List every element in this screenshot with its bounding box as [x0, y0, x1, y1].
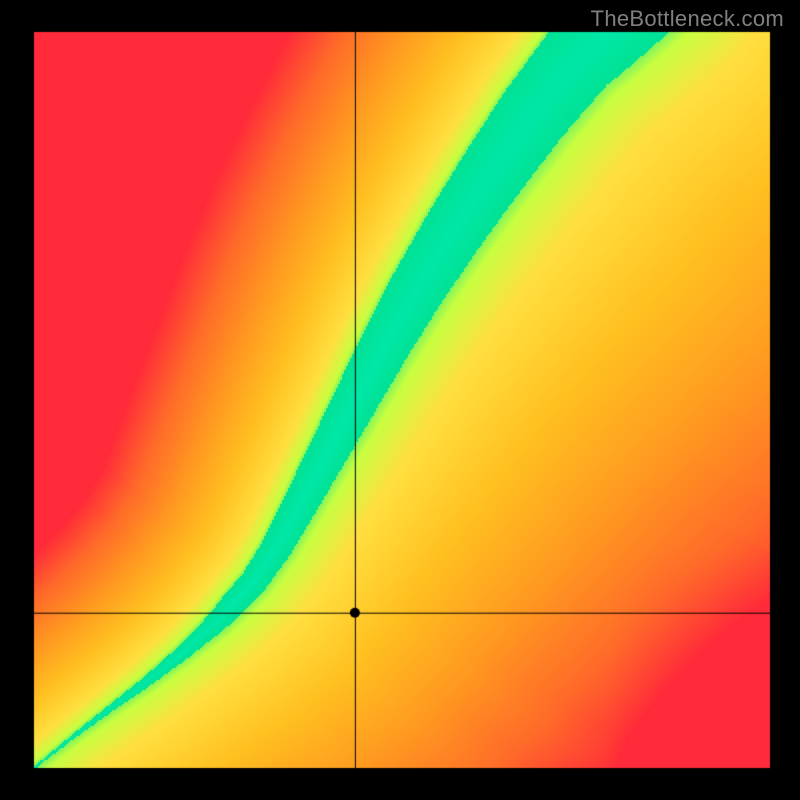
chart-container: TheBottleneck.com [0, 0, 800, 800]
heatmap-canvas [0, 0, 800, 800]
watermark-text: TheBottleneck.com [591, 6, 784, 32]
